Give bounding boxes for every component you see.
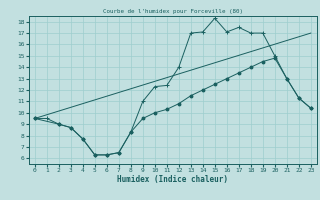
Title: Courbe de l'humidex pour Forceville (80): Courbe de l'humidex pour Forceville (80) (103, 9, 243, 14)
X-axis label: Humidex (Indice chaleur): Humidex (Indice chaleur) (117, 175, 228, 184)
